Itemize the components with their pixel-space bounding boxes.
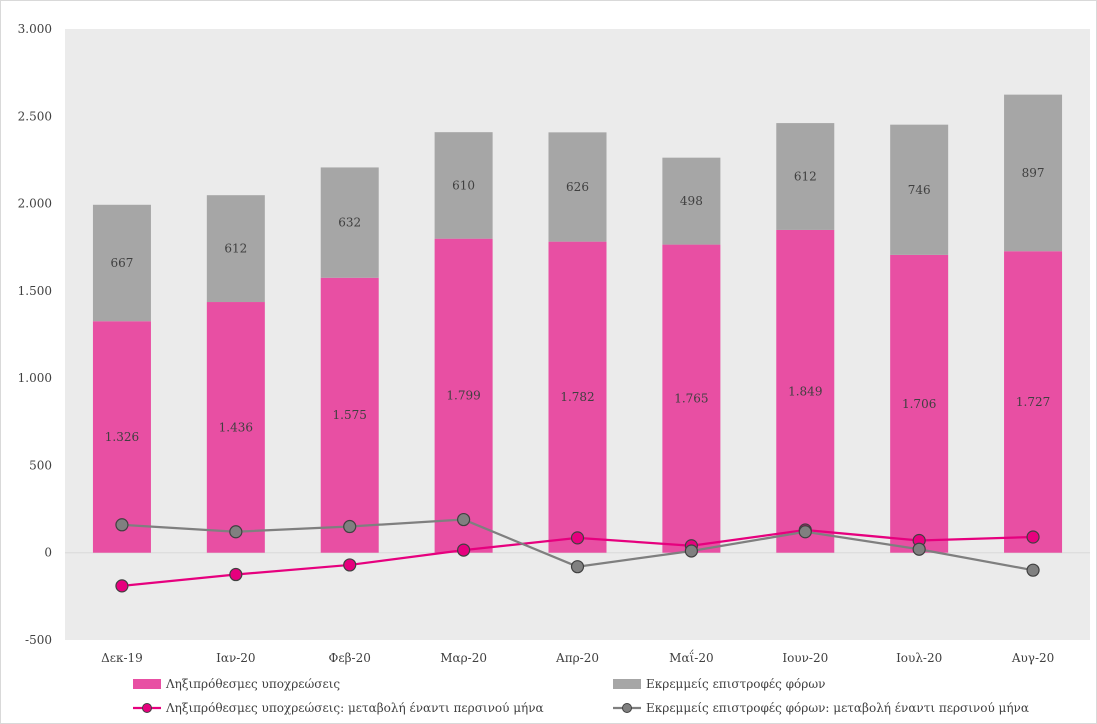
bar-data-label: 746 — [908, 183, 931, 197]
x-tick-label: Ιουλ-20 — [896, 651, 942, 665]
bar-data-label: 1.799 — [446, 389, 480, 403]
line-marker — [229, 567, 243, 582]
bar-data-label: 667 — [110, 256, 133, 270]
line-marker — [912, 542, 926, 556]
bar-refunds — [92, 204, 151, 322]
legend-marker — [142, 703, 152, 713]
x-tick-label: Μαρ-20 — [440, 651, 487, 665]
x-tick-label: Φεβ-20 — [329, 651, 371, 665]
y-axis-ticks: -500 0 500 1.000 1.500 2.000 2.500 3.000 — [18, 22, 52, 647]
bar-data-label: 626 — [566, 180, 589, 194]
line-marker — [798, 525, 812, 539]
bar-data-label: 1.765 — [674, 392, 708, 406]
bar-data-label: 632 — [338, 216, 361, 230]
bar-data-label: 612 — [224, 242, 247, 256]
x-tick-label: Δεκ-19 — [101, 651, 143, 665]
line-marker — [229, 525, 243, 539]
x-axis-ticks: Δεκ-19 Ιαν-20 Φεβ-20 Μαρ-20 Απρ-20 Μαΐ-20 Ιουν… — [101, 648, 1054, 665]
line-marker — [457, 512, 471, 527]
line-marker — [570, 560, 585, 574]
legend-swatch — [613, 679, 641, 689]
line-marker — [1026, 563, 1040, 577]
bar-data-label: 1.849 — [788, 384, 822, 398]
x-tick-label: Μαΐ-20 — [669, 648, 713, 665]
bar-data-label: 1.326 — [105, 430, 139, 444]
bar-overdue — [776, 229, 835, 553]
bar-data-label: 1.575 — [333, 408, 367, 422]
bar-data-label: 1.727 — [1016, 395, 1050, 409]
bar-refunds — [320, 167, 379, 278]
line-marker — [115, 579, 129, 593]
y-tick-label: 1.500 — [18, 284, 52, 298]
x-tick-label: Απρ-20 — [555, 651, 599, 665]
bar-overdue — [92, 321, 151, 553]
y-tick-label: 2.500 — [18, 109, 52, 123]
bar-overdue — [1004, 251, 1063, 553]
line-marker — [684, 544, 698, 558]
x-tick-label: Αυγ-20 — [1011, 651, 1054, 665]
x-tick-label: Ιουν-20 — [782, 651, 828, 665]
y-tick-label: 500 — [29, 458, 52, 472]
bar-data-label: 1.782 — [560, 390, 594, 404]
bar-refunds — [548, 132, 607, 242]
line-marker — [343, 519, 357, 534]
bar-data-label: 897 — [1022, 166, 1045, 180]
bar-refunds — [890, 124, 949, 255]
line-marker — [570, 531, 585, 545]
bar-overdue — [320, 277, 379, 553]
bar-overdue — [548, 241, 607, 553]
bar-refunds — [662, 157, 721, 245]
line-marker — [1026, 530, 1040, 544]
line-marker — [115, 518, 129, 532]
line-marker — [343, 558, 357, 572]
bar-overdue — [434, 238, 493, 553]
legend: Ληξιπρόθεσμες υποχρεώσεις Εκρεμμείς επιστ… — [133, 677, 1029, 715]
bar-data-label: 1.706 — [902, 397, 936, 411]
bar-refunds — [776, 123, 835, 230]
legend-label: Εκρεμμείς επιστροφές φόρων: μεταβολή ένα… — [646, 701, 1029, 715]
line-marker — [457, 543, 471, 557]
bar-data-label: 610 — [452, 178, 475, 192]
bar-data-label: 1.436 — [219, 420, 253, 434]
legend-swatch — [133, 679, 161, 689]
y-tick-label: 3.000 — [18, 22, 52, 36]
bar-refunds — [206, 195, 265, 303]
bar-refunds — [434, 132, 493, 239]
bar-data-label: 498 — [680, 194, 703, 208]
y-tick-label: 2.000 — [18, 197, 52, 211]
bar-data-label: 612 — [794, 170, 817, 184]
legend-label: Εκρεμμείς επιστροφές φόρων — [646, 677, 825, 691]
bar-overdue — [890, 254, 949, 553]
bar-overdue — [662, 244, 721, 553]
bars-layer: 1.326 667 1.436 612 1.575 632 1.799 610 1.782 626… — [92, 94, 1063, 553]
y-tick-label: 1.000 — [18, 371, 52, 385]
y-tick-label: 0 — [44, 546, 52, 560]
y-tick-label: -500 — [25, 633, 52, 647]
legend-label: Ληξιπρόθεσμες υποχρεώσεις: μεταβολή έναν… — [165, 701, 544, 715]
x-tick-label: Ιαν-20 — [216, 651, 255, 665]
bar-refunds — [1004, 94, 1063, 252]
lines-layer — [115, 512, 1040, 593]
bar-overdue — [206, 302, 265, 553]
legend-marker — [622, 703, 632, 713]
legend-label: Ληξιπρόθεσμες υποχρεώσεις — [165, 677, 340, 691]
